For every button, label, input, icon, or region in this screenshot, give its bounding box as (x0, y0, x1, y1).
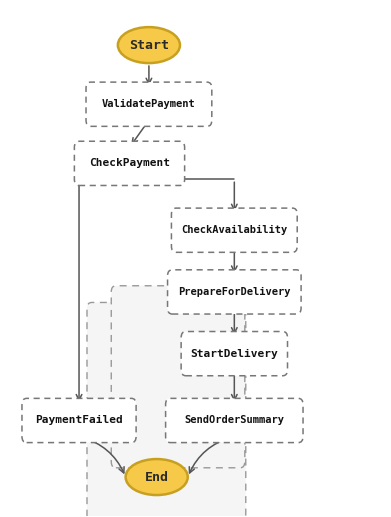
Text: PaymentFailed: PaymentFailed (35, 416, 123, 425)
Text: CheckAvailability: CheckAvailability (181, 225, 287, 235)
Text: PrepareForDelivery: PrepareForDelivery (178, 287, 291, 297)
Text: Start: Start (129, 39, 169, 52)
Text: StartDelivery: StartDelivery (190, 348, 278, 359)
FancyBboxPatch shape (171, 208, 297, 252)
FancyBboxPatch shape (87, 302, 246, 517)
Text: ValidatePayment: ValidatePayment (102, 99, 196, 109)
FancyBboxPatch shape (168, 270, 301, 314)
FancyBboxPatch shape (74, 141, 185, 186)
Ellipse shape (118, 27, 180, 63)
FancyBboxPatch shape (86, 82, 212, 126)
FancyBboxPatch shape (166, 399, 303, 443)
Text: CheckPayment: CheckPayment (89, 158, 170, 169)
FancyBboxPatch shape (181, 331, 287, 376)
FancyBboxPatch shape (22, 399, 136, 443)
FancyBboxPatch shape (111, 286, 245, 468)
Text: End: End (145, 470, 169, 483)
Text: SendOrderSummary: SendOrderSummary (184, 416, 284, 425)
Ellipse shape (126, 459, 188, 495)
